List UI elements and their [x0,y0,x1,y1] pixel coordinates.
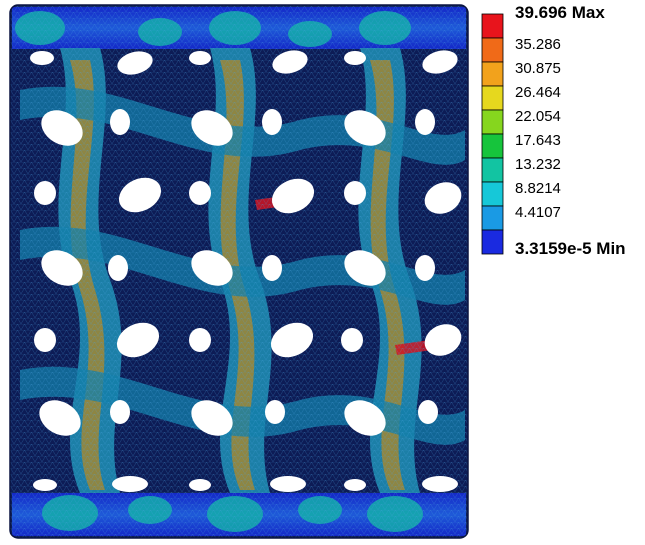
legend-level-label: 4.4107 [515,204,561,221]
hole [118,177,162,213]
legend-swatch [481,13,504,39]
hole [191,400,233,436]
hole [189,328,211,352]
legend-level-label: 8.8214 [515,180,561,197]
hole [271,178,315,214]
legend-level-label: 30.875 [515,60,561,77]
hole [34,181,56,205]
hole [270,476,306,492]
hole [415,109,435,135]
hole [344,250,386,286]
hole [265,400,285,424]
hole [189,51,211,65]
hole [191,250,233,286]
hole [189,479,211,491]
legend-swatch [481,37,504,63]
hole [424,182,462,214]
hole [422,50,458,74]
hole [189,181,211,205]
hole [344,110,386,146]
hole [341,328,363,352]
legend-level-label: 17.643 [515,132,561,149]
legend-swatch [481,85,504,111]
hole [422,476,458,492]
legend-level-label: 26.464 [515,84,561,101]
hole [117,51,153,75]
hole [270,322,314,358]
hole [110,400,130,424]
hole [418,400,438,424]
hole [33,479,57,491]
hole [41,110,83,146]
hole [116,322,160,358]
hole [344,400,386,436]
hole [110,109,130,135]
legend-level-label: 13.232 [515,156,561,173]
lattice-holes [30,50,462,492]
hole [112,476,148,492]
hole [262,255,282,281]
hole [41,250,83,286]
fea-model [9,4,469,539]
hole [344,479,366,491]
hole [108,255,128,281]
legend-swatch [481,181,504,207]
legend-swatch [481,157,504,183]
hole [344,51,366,65]
hole [191,110,233,146]
legend-color-bar [481,13,504,255]
hole [39,400,81,436]
legend-swatch [481,133,504,159]
legend-level-label: 35.286 [515,36,561,53]
legend-swatch [481,229,504,255]
legend-swatch [481,61,504,87]
legend-min-label: 3.3159e-5 Min [515,239,626,258]
hole [30,51,54,65]
hole [415,255,435,281]
legend-level-label: 22.054 [515,108,561,125]
legend-swatch [481,205,504,231]
legend-swatch [481,109,504,135]
hole [272,50,308,74]
hole [344,181,366,205]
hole [424,324,462,356]
model-outline [9,4,469,539]
legend-max-label: 39.696 Max [515,3,605,22]
hole [262,109,282,135]
hole [34,328,56,352]
